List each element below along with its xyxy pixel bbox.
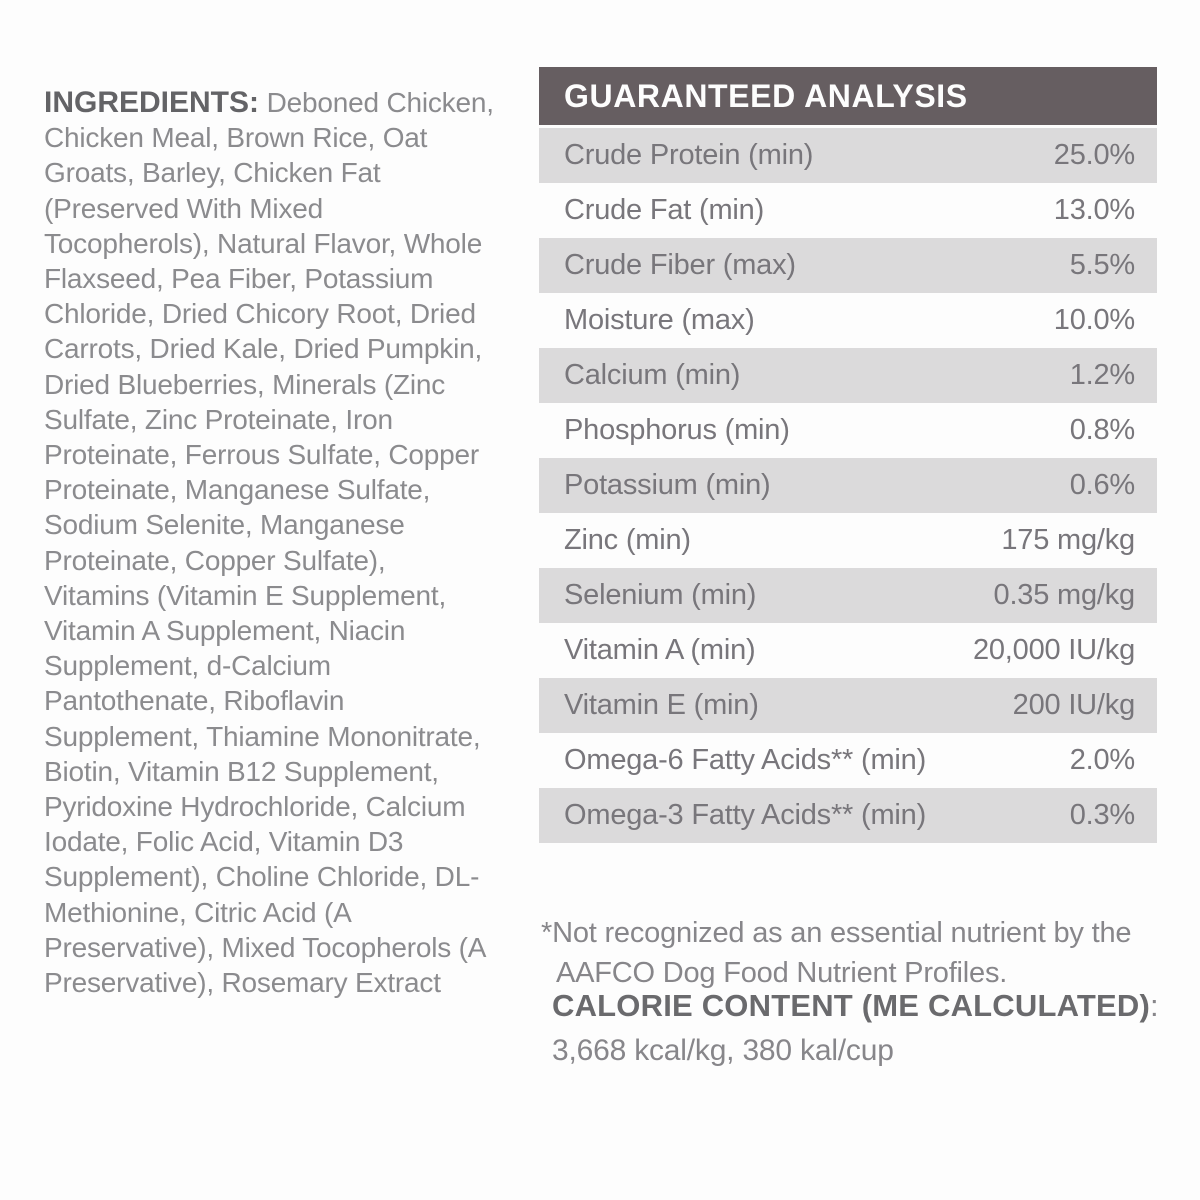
- row-label: Phosphorus (min): [564, 414, 790, 446]
- row-label: Crude Protein (min): [564, 139, 814, 171]
- table-row: Crude Fat (min) 13.0%: [539, 183, 1157, 238]
- row-label: Crude Fiber (max): [564, 249, 796, 281]
- table-row: Crude Protein (min) 25.0%: [539, 128, 1157, 183]
- ingredients-section: INGREDIENTS: Deboned Chicken, Chicken Me…: [44, 85, 494, 1000]
- row-value: 13.0%: [1053, 194, 1135, 226]
- ingredients-text: Deboned Chicken, Chicken Meal, Brown Ric…: [44, 87, 494, 999]
- row-label: Zinc (min): [564, 524, 691, 556]
- table-row: Moisture (max) 10.0%: [539, 293, 1157, 348]
- table-row: Vitamin A (min) 20,000 IU/kg: [539, 623, 1157, 678]
- calorie-content-colon: :: [1150, 988, 1159, 1023]
- calorie-content-section: CALORIE CONTENT (ME CALCULATED): 3,668 k…: [552, 988, 1177, 1068]
- aafco-footnote: *Not recognized as an essential nutrient…: [541, 917, 1132, 989]
- table-row: Potassium (min) 0.6%: [539, 458, 1157, 513]
- row-value: 1.2%: [1069, 359, 1136, 391]
- row-value: 5.5%: [1069, 249, 1136, 281]
- row-value: 200 IU/kg: [1012, 689, 1136, 721]
- row-value: 10.0%: [1053, 304, 1135, 336]
- row-label: Omega-3 Fatty Acids** (min): [564, 799, 927, 831]
- table-row: Omega-3 Fatty Acids** (min) 0.3%: [539, 788, 1157, 843]
- row-label: Calcium (min): [564, 359, 741, 391]
- row-value: 175 mg/kg: [1001, 524, 1135, 556]
- table-row: Vitamin E (min) 200 IU/kg: [539, 678, 1157, 733]
- calorie-content-heading: CALORIE CONTENT (ME CALCULATED): [552, 988, 1151, 1023]
- table-row: Calcium (min) 1.2%: [539, 348, 1157, 403]
- table-row: Selenium (min) 0.35 mg/kg: [539, 568, 1157, 623]
- row-label: Potassium (min): [564, 469, 771, 501]
- calorie-content-value: 3,668 kcal/kg, 380 kal/cup: [552, 1034, 894, 1067]
- row-label: Omega-6 Fatty Acids** (min): [564, 744, 927, 776]
- row-value: 0.6%: [1069, 469, 1136, 501]
- table-row: Omega-6 Fatty Acids** (min) 2.0%: [539, 733, 1157, 788]
- row-value: 25.0%: [1053, 139, 1135, 171]
- guaranteed-analysis-table: GUARANTEED ANALYSIS Crude Protein (min) …: [539, 67, 1157, 843]
- row-label: Selenium (min): [564, 579, 757, 611]
- row-label: Vitamin A (min): [564, 634, 756, 666]
- table-row: Zinc (min) 175 mg/kg: [539, 513, 1157, 568]
- row-label: Moisture (max): [564, 304, 755, 336]
- row-value: 2.0%: [1069, 744, 1136, 776]
- guaranteed-analysis-title: GUARANTEED ANALYSIS: [564, 77, 968, 114]
- row-value: 20,000 IU/kg: [972, 634, 1135, 666]
- row-label: Vitamin E (min): [564, 689, 759, 721]
- row-value: 0.3%: [1069, 799, 1136, 831]
- ingredients-heading: INGREDIENTS:: [44, 86, 260, 119]
- guaranteed-analysis-header: GUARANTEED ANALYSIS: [539, 67, 1157, 125]
- row-label: Crude Fat (min): [564, 194, 765, 226]
- row-value: 0.35 mg/kg: [993, 579, 1136, 611]
- table-row: Phosphorus (min) 0.8%: [539, 403, 1157, 458]
- row-value: 0.8%: [1069, 414, 1136, 446]
- table-row: Crude Fiber (max) 5.5%: [539, 238, 1157, 293]
